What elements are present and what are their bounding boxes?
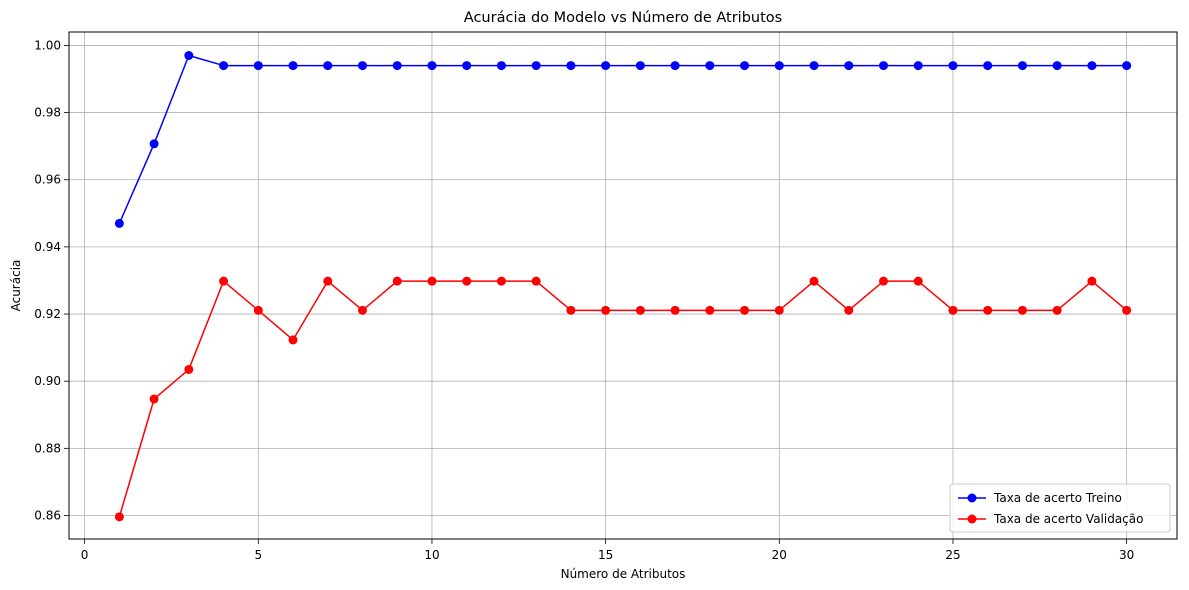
data-point (809, 276, 819, 286)
grid-lines (69, 32, 1177, 539)
data-point (323, 61, 333, 71)
data-point (357, 305, 367, 315)
data-point (427, 61, 437, 71)
data-point (1087, 61, 1097, 71)
y-axis-title: Acurácia (9, 260, 23, 312)
data-point (1122, 61, 1132, 71)
data-point (184, 364, 194, 374)
y-tick-label: 0.86 (34, 508, 61, 522)
x-tick-label: 10 (424, 548, 439, 562)
data-point (253, 305, 263, 315)
data-point (496, 61, 506, 71)
series-1 (114, 276, 1132, 522)
data-point (670, 61, 680, 71)
data-point (740, 61, 750, 71)
data-point (531, 276, 541, 286)
x-tick-label: 20 (772, 548, 787, 562)
y-tick-label: 0.98 (34, 106, 61, 120)
legend-box (949, 483, 1171, 533)
data-point (844, 305, 854, 315)
data-point (1122, 305, 1132, 315)
data-point (983, 305, 993, 315)
data-point (219, 276, 229, 286)
data-point (635, 305, 645, 315)
data-point (496, 276, 506, 286)
data-point (357, 61, 367, 71)
data-point (1017, 305, 1027, 315)
y-tick-label: 0.90 (34, 374, 61, 388)
data-point (392, 61, 402, 71)
data-point (601, 61, 611, 71)
y-tick-label: 0.94 (34, 240, 61, 254)
x-tick-label: 15 (598, 548, 613, 562)
y-tick-label: 0.88 (34, 441, 61, 455)
plot-frame (68, 31, 1178, 540)
series-line (118, 54, 1127, 224)
data-point (1087, 276, 1097, 286)
x-tick-label: 25 (945, 548, 960, 562)
data-point (253, 61, 263, 71)
data-point (913, 61, 923, 71)
legend-marker (967, 493, 977, 503)
data-point (219, 61, 229, 71)
x-axis: 0 5 10 15 20 25 30 (81, 539, 1134, 562)
legend-marker (967, 514, 977, 524)
data-point (323, 276, 333, 286)
data-point (1052, 305, 1062, 315)
data-point (670, 305, 680, 315)
data-point (184, 51, 194, 61)
legend-label: Taxa de acerto Validação (993, 512, 1143, 526)
data-point (462, 61, 472, 71)
x-tick-label: 0 (81, 548, 89, 562)
data-point (705, 305, 715, 315)
data-point (531, 61, 541, 71)
y-axis: 0.86 0.88 0.90 0.92 0.94 0.96 0.98 1.00 (34, 38, 69, 522)
y-tick-label: 0.92 (34, 307, 61, 321)
data-point (705, 61, 715, 71)
data-point (913, 276, 923, 286)
data-point (566, 61, 576, 71)
data-point (149, 394, 159, 404)
data-point (114, 218, 124, 228)
data-point (149, 139, 159, 149)
data-point (1017, 61, 1027, 71)
legend: Taxa de acerto Treino Taxa de acerto Vali… (949, 483, 1171, 533)
data-point (635, 61, 645, 71)
data-point (740, 305, 750, 315)
data-point (948, 305, 958, 315)
data-point (774, 61, 784, 71)
chart-title: Acurácia do Modelo vs Número de Atributo… (464, 10, 782, 26)
data-point (879, 61, 889, 71)
data-point (392, 276, 402, 286)
data-point (948, 61, 958, 71)
data-point (566, 305, 576, 315)
data-point (844, 61, 854, 71)
data-point (427, 276, 437, 286)
data-point (983, 61, 993, 71)
series-line (118, 280, 1128, 518)
series-0 (114, 51, 1132, 228)
data-point (809, 61, 819, 71)
data-point (462, 276, 472, 286)
y-tick-label: 0.96 (34, 173, 61, 187)
data-point (288, 61, 298, 71)
legend-label: Taxa de acerto Treino (993, 491, 1122, 505)
x-axis-title: Número de Atributos (561, 567, 686, 581)
x-tick-label: 30 (1119, 548, 1134, 562)
x-tick-label: 5 (254, 548, 262, 562)
data-point (879, 276, 889, 286)
data-point (1052, 61, 1062, 71)
data-point (601, 305, 611, 315)
data-point (288, 335, 298, 345)
series-layer (114, 51, 1132, 522)
data-point (774, 305, 784, 315)
y-tick-label: 1.00 (34, 38, 61, 52)
data-point (114, 512, 124, 522)
